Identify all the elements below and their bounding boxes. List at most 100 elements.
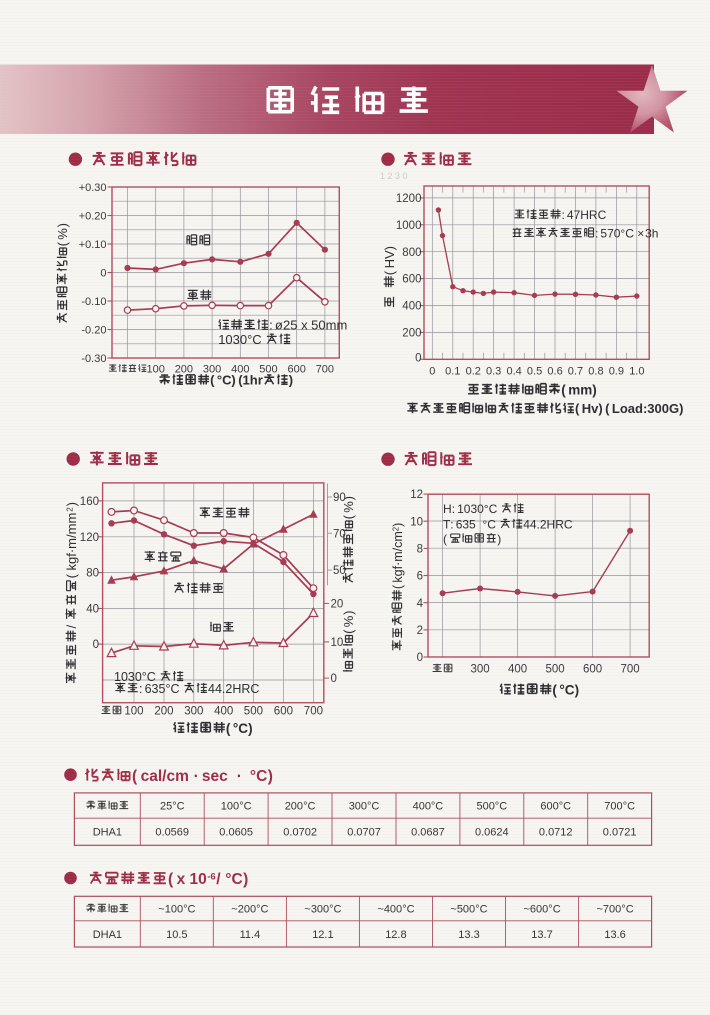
svg-text:(: ( (226, 721, 231, 736)
svg-text:10: 10 (410, 516, 423, 528)
svg-text:°C: °C (402, 904, 414, 916)
svg-text:500: 500 (244, 706, 263, 718)
svg-text:sec: sec (202, 768, 228, 785)
svg-text:(: ( (382, 270, 397, 275)
svg-text:0.3: 0.3 (486, 366, 501, 378)
svg-text:1000: 1000 (396, 220, 422, 232)
svg-text:700: 700 (604, 801, 622, 813)
svg-text:+0.30: +0.30 (79, 182, 107, 194)
svg-text:~400: ~400 (377, 904, 402, 916)
svg-text:0: 0 (93, 639, 99, 651)
svg-text:(: ( (341, 629, 356, 634)
svg-text:(: ( (443, 532, 447, 546)
svg-text:800: 800 (402, 247, 421, 259)
svg-text:(: ( (552, 682, 557, 697)
svg-text:): ) (598, 401, 602, 416)
svg-text:600: 600 (274, 706, 293, 718)
svg-text:(: ( (64, 573, 79, 578)
svg-text:): ) (382, 246, 397, 250)
svg-text:100: 100 (221, 801, 239, 813)
svg-text:°C: °C (217, 373, 232, 388)
svg-text:~700: ~700 (597, 904, 622, 916)
svg-text:°C: °C (247, 332, 262, 347)
svg-text:500: 500 (477, 801, 495, 813)
svg-text:°C: °C (559, 801, 571, 813)
svg-text:600: 600 (288, 364, 306, 376)
svg-text:-0.30: -0.30 (81, 353, 106, 365)
svg-text:~100: ~100 (158, 904, 183, 916)
svg-text:570: 570 (600, 226, 620, 240)
svg-text:%: % (341, 501, 356, 513)
svg-text:): ) (55, 223, 70, 227)
svg-text:200: 200 (154, 706, 173, 718)
svg-text:°C: °C (548, 904, 560, 916)
svg-text:~600: ~600 (524, 904, 549, 916)
svg-text:DHA1: DHA1 (93, 929, 122, 941)
svg-text:0.0707: 0.0707 (347, 827, 381, 839)
svg-text:DHA1: DHA1 (93, 827, 122, 839)
svg-text:47HRC: 47HRC (567, 208, 607, 222)
svg-text:635: 635 (456, 517, 476, 531)
svg-text:×: × (637, 226, 644, 240)
svg-text:0.5: 0.5 (527, 366, 542, 378)
svg-text:300: 300 (349, 801, 367, 813)
svg-text:): ) (243, 871, 248, 888)
svg-text:25: 25 (160, 801, 172, 813)
svg-text:300: 300 (471, 664, 490, 676)
svg-text:°C: °C (172, 801, 184, 813)
svg-text:13.7: 13.7 (531, 929, 552, 941)
svg-text:0.2: 0.2 (466, 366, 481, 378)
svg-text::: : (562, 208, 565, 222)
svg-text:(1hr: (1hr (238, 373, 263, 388)
svg-text:20: 20 (331, 599, 344, 611)
svg-text::: : (139, 682, 142, 696)
svg-text:1 2 3 0: 1 2 3 0 (380, 171, 408, 181)
svg-text:°C: °C (329, 904, 341, 916)
svg-text:(: ( (605, 401, 610, 416)
svg-text:+0.10: +0.10 (79, 239, 107, 251)
svg-text:): ) (592, 382, 597, 397)
svg-text:·: · (194, 768, 199, 785)
svg-text:Hv: Hv (582, 401, 599, 416)
svg-text:0.0605: 0.0605 (219, 827, 253, 839)
svg-text:600: 600 (540, 801, 558, 813)
svg-text:): ) (341, 496, 356, 500)
svg-text:2: 2 (65, 507, 74, 512)
svg-text:%: % (55, 228, 70, 240)
svg-text::: : (452, 502, 455, 516)
svg-text:°C: °C (303, 801, 315, 813)
svg-text:kgf·m/mm: kgf·m/mm (64, 513, 79, 571)
svg-text:90: 90 (333, 492, 346, 504)
svg-text:): ) (64, 502, 79, 506)
svg-text:200: 200 (402, 328, 421, 340)
svg-text:50: 50 (333, 565, 346, 577)
svg-text:0.0712: 0.0712 (539, 827, 573, 839)
svg-text:ø: ø (275, 318, 283, 333)
svg-text:(: ( (561, 382, 566, 397)
svg-text:-0.10: -0.10 (81, 296, 106, 308)
svg-text:°C: °C (166, 682, 180, 696)
svg-text:12.8: 12.8 (385, 929, 406, 941)
svg-text:70: 70 (333, 528, 346, 540)
svg-text:°C: °C (475, 904, 487, 916)
svg-text:°C: °C (623, 801, 635, 813)
svg-text:(: ( (341, 514, 356, 519)
svg-text::: : (450, 517, 453, 531)
svg-text:): ) (679, 401, 683, 416)
svg-text:°C: °C (484, 502, 498, 516)
svg-text:300: 300 (203, 364, 221, 376)
svg-text:HV: HV (382, 250, 397, 268)
svg-text:700: 700 (316, 364, 334, 376)
svg-text:(: ( (55, 241, 70, 246)
svg-text:°C: °C (142, 670, 156, 684)
svg-text:°C: °C (621, 904, 633, 916)
svg-text:300: 300 (184, 706, 203, 718)
svg-text:44.2HRC: 44.2HRC (523, 517, 573, 531)
svg-text:·: · (237, 768, 242, 785)
svg-text:(: ( (168, 871, 174, 888)
svg-text:0.9: 0.9 (609, 366, 624, 378)
svg-text:1030: 1030 (218, 332, 247, 347)
svg-text:700: 700 (304, 706, 323, 718)
svg-text:°C: °C (256, 904, 268, 916)
svg-text:): ) (289, 373, 293, 388)
